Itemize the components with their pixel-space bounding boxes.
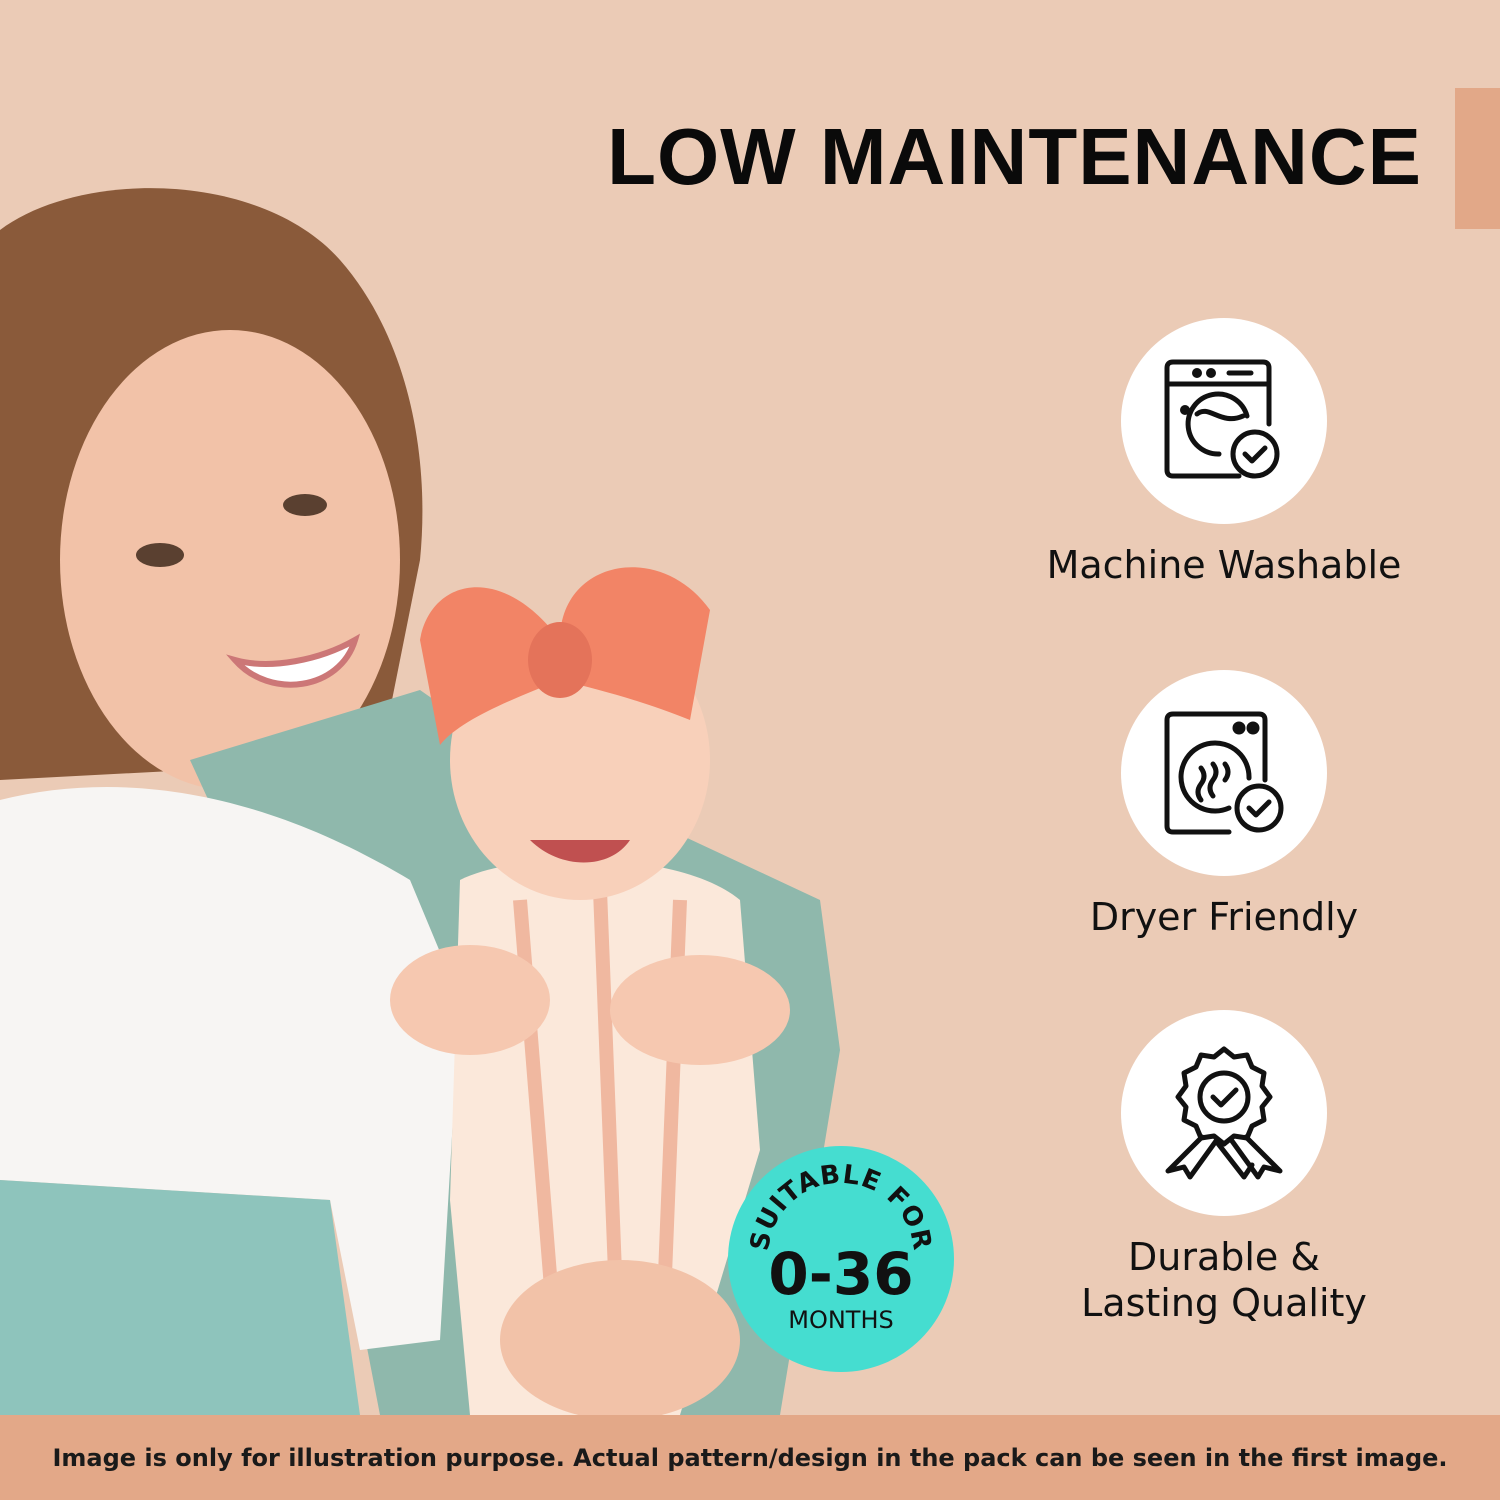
badge-age-range: 0-36 — [768, 1240, 914, 1308]
age-badge: SUITABLE FOR 0-36 MONTHS — [728, 1146, 954, 1372]
disclaimer-text: Image is only for illustration purpose. … — [52, 1443, 1448, 1472]
feature-dryer-friendly: Dryer Friendly — [1000, 670, 1448, 940]
dryer-check-icon — [1164, 711, 1284, 835]
accent-bar — [1455, 88, 1500, 229]
feature-machine-washable: Machine Washable — [1000, 318, 1448, 588]
feature-label: Machine Washable — [1046, 543, 1402, 587]
washing-machine-check-icon — [1164, 359, 1280, 479]
award-ribbon-check-icon — [1165, 1046, 1283, 1180]
feature-label-line: Durable & — [1127, 1235, 1321, 1279]
feature-label-line: Lasting Quality — [1081, 1281, 1367, 1325]
page-title: LOW MAINTENANCE — [607, 112, 1422, 201]
badge-unit: MONTHS — [788, 1306, 894, 1334]
footer-disclaimer-bar: Image is only for illustration purpose. … — [0, 1415, 1500, 1500]
icon-circle — [1121, 670, 1327, 876]
feature-label: Durable & Lasting Quality — [1000, 1234, 1448, 1326]
feature-label: Dryer Friendly — [1089, 895, 1359, 939]
product-photo-mother-and-baby — [0, 188, 840, 1415]
icon-circle — [1121, 1010, 1327, 1216]
badge-arc-text: SUITABLE FOR — [745, 1159, 936, 1253]
feature-durable-quality: Durable & Lasting Quality — [1000, 1010, 1448, 1326]
icon-circle — [1121, 318, 1327, 524]
